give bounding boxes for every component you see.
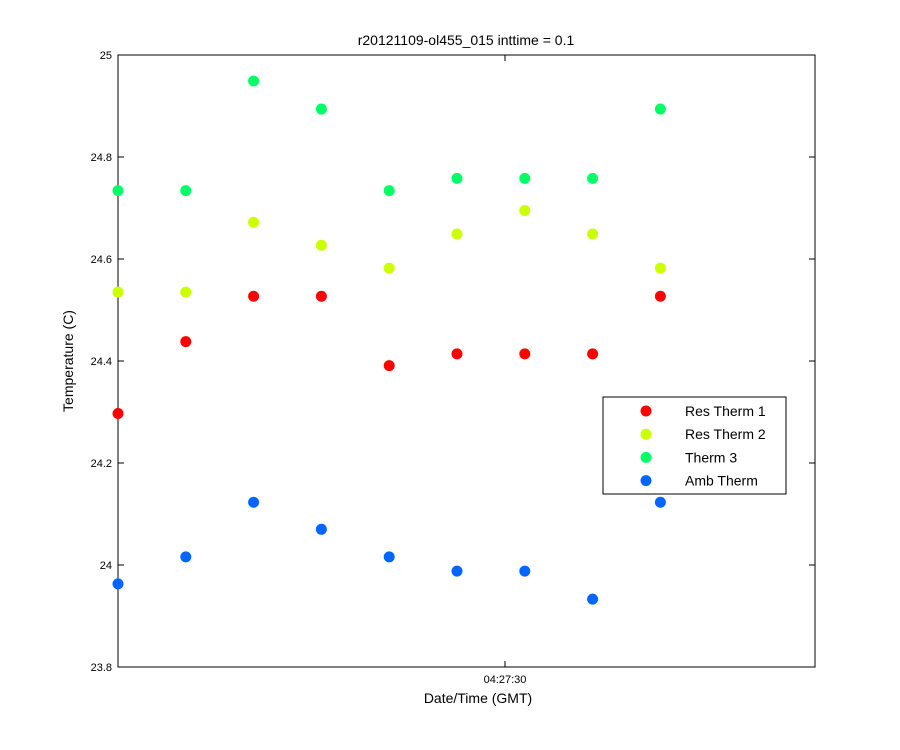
data-point-amb-therm xyxy=(248,496,260,508)
legend-label-amb-therm: Amb Therm xyxy=(685,473,758,489)
data-point-res-therm-1 xyxy=(180,336,192,348)
data-point-amb-therm xyxy=(519,565,531,577)
y-tick-label: 24.6 xyxy=(91,254,112,266)
legend-label-therm-3: Therm 3 xyxy=(685,449,737,465)
legend-marker-therm-3 xyxy=(640,451,652,463)
data-point-res-therm-1 xyxy=(451,348,463,360)
data-point-res-therm-2 xyxy=(451,228,463,240)
data-point-therm-3 xyxy=(180,185,192,197)
data-point-res-therm-2 xyxy=(112,286,124,298)
data-point-res-therm-2 xyxy=(315,239,327,251)
plot-area xyxy=(117,54,816,668)
data-point-therm-3 xyxy=(587,172,599,184)
legend-marker-amb-therm xyxy=(640,475,652,487)
y-tick-label: 25 xyxy=(100,50,112,62)
data-point-res-therm-2 xyxy=(180,286,192,298)
legend-label-res-therm-2: Res Therm 2 xyxy=(685,426,766,442)
data-point-res-therm-1 xyxy=(519,348,531,360)
data-point-amb-therm xyxy=(180,551,192,563)
data-points xyxy=(112,75,666,605)
x-axis-label: Date/Time (GMT) xyxy=(424,690,532,706)
data-point-res-therm-1 xyxy=(315,290,327,302)
legend-marker-res-therm-1 xyxy=(640,405,652,417)
data-point-therm-3 xyxy=(112,185,124,197)
y-tick-label: 23.8 xyxy=(91,662,112,674)
y-axis-label: Temperature (C) xyxy=(60,310,76,412)
data-point-therm-3 xyxy=(451,172,463,184)
data-point-res-therm-1 xyxy=(112,408,124,420)
data-point-therm-3 xyxy=(248,75,260,87)
legend: Res Therm 1 Res Therm 2 Therm 3 Amb Therm xyxy=(602,396,787,495)
data-point-therm-3 xyxy=(383,185,395,197)
y-tick-label: 24.8 xyxy=(91,152,112,164)
chart-title: r20121109-ol455_015 inttime = 0.1 xyxy=(358,32,575,48)
data-point-therm-3 xyxy=(654,103,666,115)
data-point-res-therm-2 xyxy=(383,262,395,274)
legend-label-res-therm-1: Res Therm 1 xyxy=(685,403,766,419)
data-point-res-therm-2 xyxy=(248,216,260,228)
y-tick-label: 24 xyxy=(100,560,112,572)
y-tick-label: 24.4 xyxy=(91,356,112,368)
data-point-amb-therm xyxy=(112,578,124,590)
data-point-amb-therm xyxy=(315,523,327,535)
data-point-amb-therm xyxy=(451,565,463,577)
data-point-res-therm-1 xyxy=(248,290,260,302)
data-point-amb-therm xyxy=(654,496,666,508)
data-point-amb-therm xyxy=(383,551,395,563)
data-point-res-therm-2 xyxy=(654,262,666,274)
data-point-therm-3 xyxy=(519,172,531,184)
data-point-res-therm-2 xyxy=(587,228,599,240)
legend-marker-res-therm-2 xyxy=(640,428,652,440)
legend-box xyxy=(602,396,787,495)
x-tick-label: 04:27:30 xyxy=(484,674,527,686)
data-point-therm-3 xyxy=(315,103,327,115)
data-point-res-therm-1 xyxy=(587,348,599,360)
y-axis-ticks: 23.8 24 24.2 24.4 24.6 24.8 25 xyxy=(91,50,815,674)
data-point-amb-therm xyxy=(587,593,599,605)
data-point-res-therm-1 xyxy=(383,360,395,372)
data-point-res-therm-1 xyxy=(654,290,666,302)
x-axis-ticks: 04:27:30 xyxy=(484,55,527,686)
data-point-res-therm-2 xyxy=(519,205,531,217)
y-tick-label: 24.2 xyxy=(91,458,112,470)
